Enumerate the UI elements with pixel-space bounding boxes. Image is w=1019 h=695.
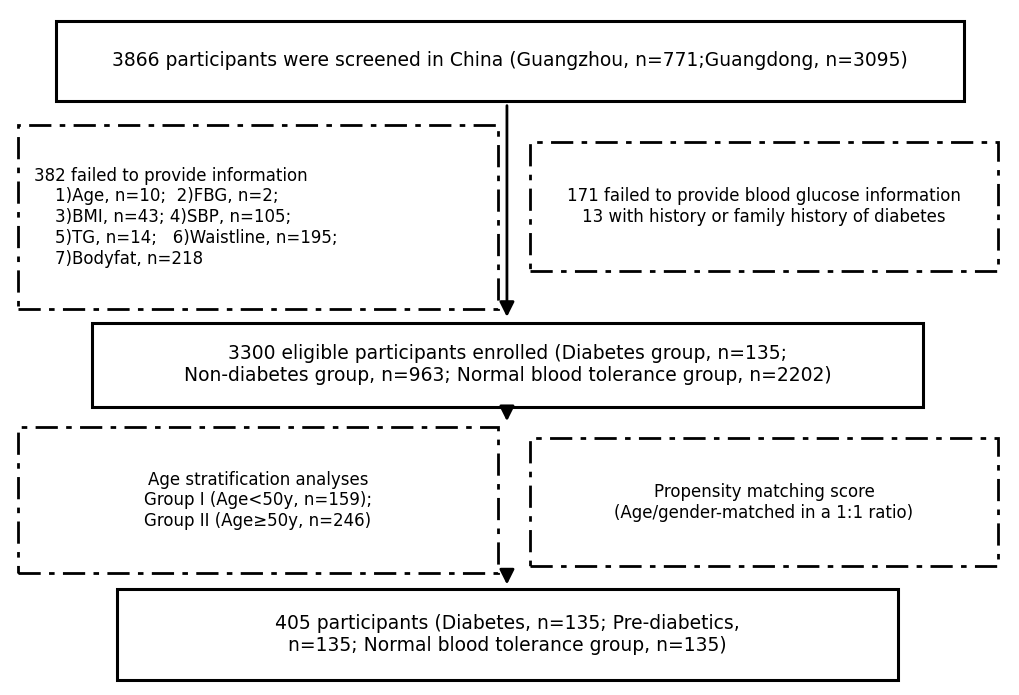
Text: 3300 eligible participants enrolled (Diabetes group, n=135;
Non-diabetes group, : 3300 eligible participants enrolled (Dia… <box>183 345 830 385</box>
Bar <box>18 125 497 309</box>
Text: Propensity matching score
(Age/gender-matched in a 1:1 ratio): Propensity matching score (Age/gender-ma… <box>613 483 913 521</box>
Text: 405 participants (Diabetes, n=135; Pre-diabetics,
n=135; Normal blood tolerance : 405 participants (Diabetes, n=135; Pre-d… <box>275 614 739 655</box>
Text: 3866 participants were screened in China (Guangzhou, n=771;Guangdong, n=3095): 3866 participants were screened in China… <box>112 51 907 70</box>
Text: 171 failed to provide blood glucose information
13 with history or family histor: 171 failed to provide blood glucose info… <box>567 188 960 226</box>
Bar <box>92 323 922 407</box>
Bar <box>18 427 497 573</box>
Bar <box>117 589 897 680</box>
Bar <box>56 21 963 101</box>
Text: 382 failed to provide information
    1)Age, n=10;  2)FBG, n=2;
    3)BMI, n=43;: 382 failed to provide information 1)Age,… <box>34 167 337 268</box>
Bar <box>530 142 997 271</box>
Text: Age stratification analyses
Group I (Age<50y, n=159);
Group II (Age≥50y, n=246): Age stratification analyses Group I (Age… <box>144 471 372 530</box>
Bar <box>530 438 997 566</box>
